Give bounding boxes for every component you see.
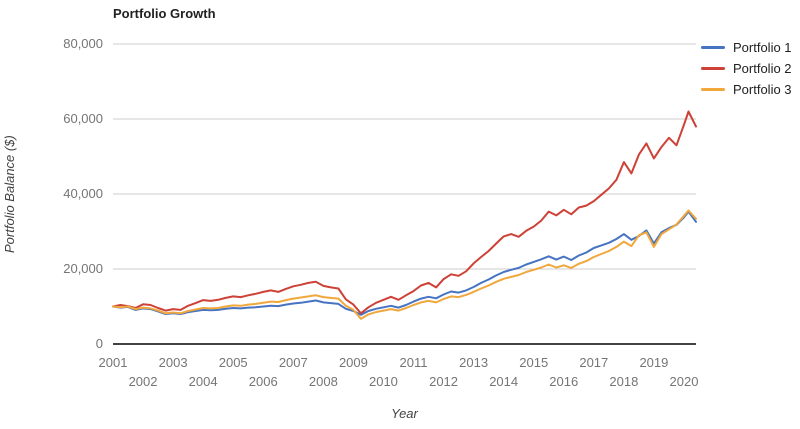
- x-tick-label: 2003: [158, 355, 188, 370]
- legend-item-portfolio-2: Portfolio 2: [701, 58, 792, 79]
- legend-label: Portfolio 1: [733, 40, 792, 55]
- x-tick-label: 2006: [248, 374, 278, 389]
- chart-legend: Portfolio 1 Portfolio 2 Portfolio 3: [701, 37, 792, 100]
- x-tick-label: 2013: [459, 355, 489, 370]
- x-tick-label: 2018: [609, 374, 639, 389]
- legend-line-swatch: [701, 46, 725, 49]
- legend-line-swatch: [701, 88, 725, 91]
- x-tick-label: 2016: [549, 374, 579, 389]
- x-tick-label: 2010: [368, 374, 398, 389]
- x-tick-label: 2005: [218, 355, 248, 370]
- legend-item-portfolio-3: Portfolio 3: [701, 79, 792, 100]
- x-tick-label: 2001: [98, 355, 128, 370]
- x-tick-label: 2020: [669, 374, 699, 389]
- legend-label: Portfolio 2: [733, 61, 792, 76]
- legend-item-portfolio-1: Portfolio 1: [701, 37, 792, 58]
- x-tick-label: 2015: [519, 355, 549, 370]
- x-tick-label: 2009: [338, 355, 368, 370]
- x-tick-label: 2004: [188, 374, 218, 389]
- x-tick-label: 2019: [639, 355, 669, 370]
- legend-label: Portfolio 3: [733, 82, 792, 97]
- x-tick-label: 2008: [308, 374, 338, 389]
- x-tick-label: 2012: [429, 374, 459, 389]
- legend-line-swatch: [701, 67, 725, 70]
- x-tick-label: 2014: [489, 374, 519, 389]
- x-tick-label: 2007: [278, 355, 308, 370]
- x-tick-label: 2011: [399, 355, 428, 370]
- y-axis-title: Portfolio Balance ($): [2, 135, 17, 253]
- y-tick-label: 60,000: [63, 111, 103, 126]
- y-tick-label: 0: [95, 336, 103, 351]
- y-tick-labels: 0 20,000 40,000 60,000 80,000: [0, 0, 103, 429]
- x-tick-label: 2017: [579, 355, 609, 370]
- chart-title: Portfolio Growth: [113, 6, 216, 21]
- y-tick-label: 20,000: [63, 261, 103, 276]
- series-line-3: [112, 209, 697, 320]
- x-axis-title: Year: [391, 406, 418, 421]
- y-tick-label: 40,000: [63, 186, 103, 201]
- y-tick-label: 80,000: [63, 36, 103, 51]
- series-line-2: [112, 110, 697, 315]
- series-line-1: [112, 210, 697, 316]
- x-tick-label: 2002: [128, 374, 158, 389]
